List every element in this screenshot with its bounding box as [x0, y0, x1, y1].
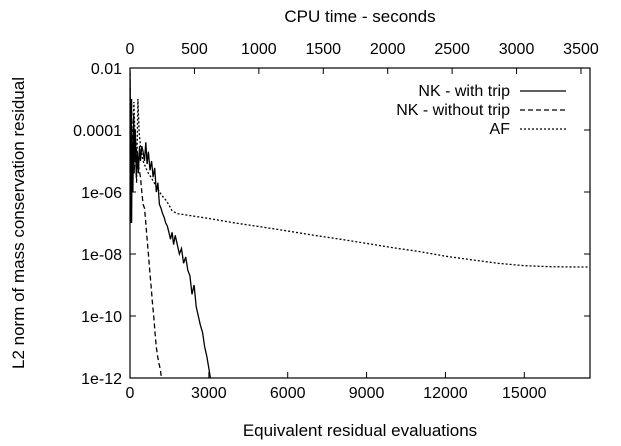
series-line-nk-without-trip: [130, 70, 163, 378]
x-top-tick-label: 3500: [563, 41, 599, 58]
x-top-tick-label: 500: [181, 41, 208, 58]
x-top-tick-label: 1000: [241, 41, 277, 58]
legend-label: NK - without trip: [396, 102, 510, 119]
legend-label: NK - with trip: [418, 83, 510, 100]
labels-layer: 0 3000 6000 9000 12000 15000 0 500 1000 1500 2000 2…: [73, 41, 599, 402]
series-line-nk-with-trip: [130, 72, 212, 378]
x-bottom-tick-label: 3000: [191, 385, 227, 402]
x-bottom-tick-label: 0: [126, 385, 135, 402]
x-top-tick-label: 2500: [434, 41, 470, 58]
x-top-tick-label: 2000: [370, 41, 406, 58]
legend-label: AF: [490, 121, 511, 138]
y-tick-label: 1e-08: [81, 247, 122, 264]
y-tick-label: 1e-06: [81, 185, 122, 202]
x-bottom-tick-label: 6000: [270, 385, 306, 402]
x-top-tick-label: 3000: [499, 41, 535, 58]
legend: NK - with trip NK - without trip AF: [396, 83, 566, 138]
series-line-af: [130, 84, 590, 268]
x-axis-top-title: CPU time - seconds: [284, 7, 435, 26]
x-axis-bottom-title: Equivalent residual evaluations: [243, 421, 477, 440]
x-bottom-tick-label: 9000: [349, 385, 385, 402]
y-tick-label: 1e-10: [81, 309, 122, 326]
y-tick-label: 1e-12: [81, 371, 122, 388]
ticks-layer: [129, 67, 590, 379]
x-bottom-tick-label: 15000: [502, 385, 547, 402]
x-bottom-tick-label: 12000: [423, 385, 468, 402]
y-axis-title: L2 norm of mass conservation residual: [9, 77, 28, 369]
x-top-tick-label: 1500: [305, 41, 341, 58]
x-top-tick-label: 0: [126, 41, 135, 58]
plot-frame: [129, 67, 591, 379]
y-tick-label: 0.0001: [73, 123, 122, 140]
series-layer: [130, 70, 590, 378]
y-tick-label: 0.01: [91, 61, 122, 78]
